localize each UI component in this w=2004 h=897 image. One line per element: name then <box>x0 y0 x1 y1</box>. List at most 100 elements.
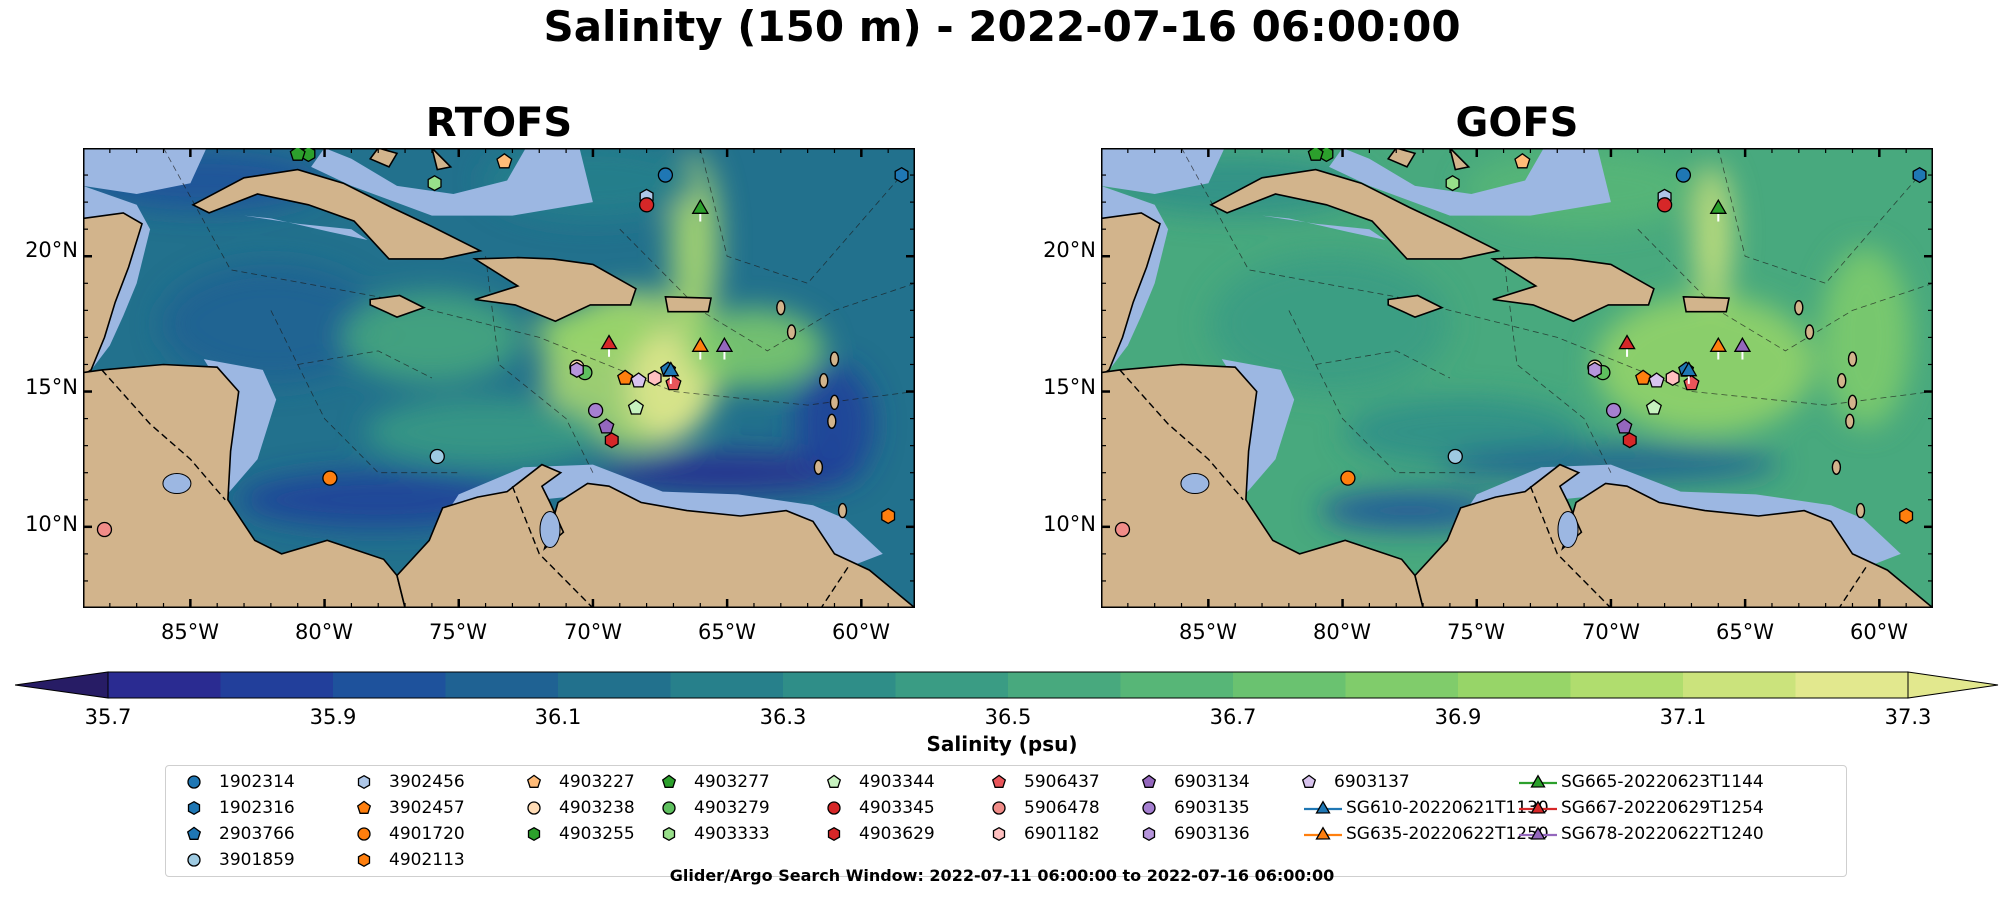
legend-label: 6903136 <box>1174 824 1250 844</box>
legend-item: 6903137 <box>1300 771 1410 793</box>
marker-1902316 <box>894 166 909 184</box>
legend-label: 4903629 <box>859 824 935 844</box>
legend-symbol <box>1140 771 1174 793</box>
legend-symbol <box>660 823 694 845</box>
colorbar-tick-37-3: 37.3 <box>1884 705 1932 729</box>
legend-item: 4903238 <box>525 797 635 819</box>
legend-label: SG610-20220621T1130 <box>1346 798 1549 818</box>
marker-sg610-20220621t1130 <box>1680 361 1698 377</box>
legend-symbol <box>1515 771 1561 793</box>
legend-item: SG665-20220623T1144 <box>1515 771 1764 793</box>
marker-6901182 <box>647 369 662 387</box>
legend-symbol <box>525 797 559 819</box>
marker-1902316 <box>1912 166 1927 184</box>
colorbar-segment <box>1233 672 1346 698</box>
legend-item: 4903227 <box>525 771 635 793</box>
legend-symbol <box>1300 823 1346 845</box>
search-window-note: Glider/Argo Search Window: 2022-07-11 06… <box>669 866 1335 885</box>
legend-label: 4903345 <box>859 798 935 818</box>
legend-symbol <box>185 797 219 819</box>
map-panel-gofs <box>1101 148 1933 608</box>
legend-label: 4903255 <box>559 824 635 844</box>
marker-3901859 <box>429 448 445 465</box>
x-tick-80w-right: 80°W <box>1313 620 1371 644</box>
marker-6903134 <box>598 418 615 434</box>
marker-4901720 <box>1340 470 1356 486</box>
x-tick-70w-right: 70°W <box>1582 620 1640 644</box>
legend-item: 5906478 <box>990 797 1100 819</box>
legend-label: 4903238 <box>559 798 635 818</box>
legend-label: 4903333 <box>694 824 770 844</box>
panel-title-rtofs: RTOFS <box>425 100 573 146</box>
marker-4903333 <box>427 175 442 192</box>
legend-item: SG635-20220622T1250 <box>1300 823 1549 845</box>
legend-symbol <box>1300 771 1334 793</box>
legend-item: 2903766 <box>185 823 295 845</box>
legend-item: 1902316 <box>185 797 295 819</box>
colorbar <box>15 671 1999 699</box>
y-tick-10n-left: 10°N <box>25 512 78 536</box>
legend-label: 6903135 <box>1174 798 1250 818</box>
legend-item: 3902457 <box>355 797 465 819</box>
marker-1902314 <box>657 167 674 183</box>
marker-sg635-20220622t1250 <box>1709 336 1728 352</box>
legend-item: 4903255 <box>525 823 635 845</box>
colorbar-segment <box>1795 672 1909 698</box>
marker-4902113 <box>881 507 896 525</box>
legend-symbol <box>1515 823 1561 845</box>
legend-label: 4902113 <box>389 850 465 870</box>
colorbar-tick-36-9: 36.9 <box>1434 705 1482 729</box>
legend-symbol <box>185 849 219 871</box>
marker-6903135 <box>1605 402 1622 419</box>
legend-item: SG667-20220629T1254 <box>1515 797 1764 819</box>
legend-label: 3901859 <box>219 850 295 870</box>
y-tick-20n-right: 20°N <box>1043 238 1096 262</box>
legend-item: 4903279 <box>660 797 770 819</box>
legend-symbol <box>1515 797 1561 819</box>
marker-4903629 <box>604 432 619 449</box>
colorbar-segment <box>1120 672 1234 698</box>
legend-label: 1902316 <box>219 798 295 818</box>
legend-symbol <box>355 771 389 793</box>
x-tick-65w-right: 65°W <box>1716 620 1774 644</box>
colorbar-segment <box>1008 672 1121 698</box>
colorbar-tick-36-1: 36.1 <box>534 705 582 729</box>
marker-6903136 <box>1587 361 1602 378</box>
x-tick-65w-left: 65°W <box>698 620 756 644</box>
legend-label: 5906437 <box>1024 772 1100 792</box>
legend-item: 6901182 <box>990 823 1100 845</box>
legend-symbol <box>660 771 694 793</box>
colorbar-segment <box>895 672 1009 698</box>
y-tick-10n-right: 10°N <box>1043 512 1096 536</box>
legend-item: 3901859 <box>185 849 295 871</box>
legend-symbol <box>355 797 389 819</box>
marker-5906478 <box>96 521 113 538</box>
legend-label: 6901182 <box>1024 824 1100 844</box>
x-tick-60w-right: 60°W <box>1850 620 1908 644</box>
colorbar-segment <box>445 672 559 698</box>
legend-item: 4903345 <box>825 797 935 819</box>
marker-6903135 <box>587 402 604 419</box>
legend-item: 4903344 <box>825 771 935 793</box>
marker-6903137 <box>630 372 647 388</box>
legend-symbol <box>990 771 1024 793</box>
marker-4903227 <box>1514 152 1531 169</box>
legend-label: 6903134 <box>1174 772 1250 792</box>
legend <box>165 765 1847 877</box>
marker-6903137 <box>1648 372 1665 388</box>
legend-item: 6903135 <box>1140 797 1250 819</box>
marker-4901720 <box>322 470 338 486</box>
colorbar-segment <box>670 672 784 698</box>
legend-item: 4901720 <box>355 823 465 845</box>
colorbar-tick-36-7: 36.7 <box>1209 705 1257 729</box>
x-tick-85w-right: 85°W <box>1179 620 1237 644</box>
marker-4903629 <box>1622 432 1637 449</box>
legend-label: 6903137 <box>1334 772 1410 792</box>
marker-4903227 <box>496 152 513 169</box>
legend-label: 4903227 <box>559 772 635 792</box>
legend-symbol <box>825 771 859 793</box>
colorbar-segment <box>558 672 671 698</box>
marker-4903344 <box>627 399 644 415</box>
legend-symbol <box>990 823 1024 845</box>
legend-label: 1902314 <box>219 772 295 792</box>
